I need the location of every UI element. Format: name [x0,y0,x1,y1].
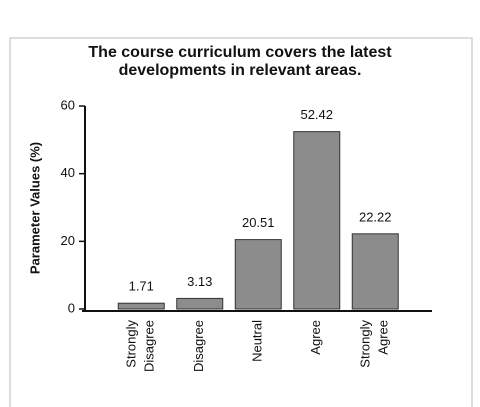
y-tick-label: 60 [61,97,75,112]
bar [234,239,282,310]
y-tick-label: 40 [61,165,75,180]
x-tick-label: Strongly Agree [358,320,391,368]
x-tick-label: Agree [308,320,323,355]
y-tick-label: 0 [68,300,75,315]
x-tick-label: Disagree [191,320,206,372]
x-tick-label: Strongly Disagree [124,320,157,373]
bar [351,233,399,310]
bar [176,297,224,310]
value-label: 20.51 [242,215,275,230]
chart-title: The course curriculum covers the latest … [88,44,392,79]
y-tick-label: 20 [61,233,75,248]
chart-frame [9,37,473,407]
value-label: 22.22 [359,209,392,224]
bar [293,131,341,310]
bar [117,302,165,310]
value-label: 1.71 [129,279,154,294]
value-label: 3.13 [187,274,212,289]
x-tick-label: Neutral [250,320,265,362]
value-label: 52.42 [300,107,333,122]
y-axis-label: Parameter Values (%) [27,142,42,274]
